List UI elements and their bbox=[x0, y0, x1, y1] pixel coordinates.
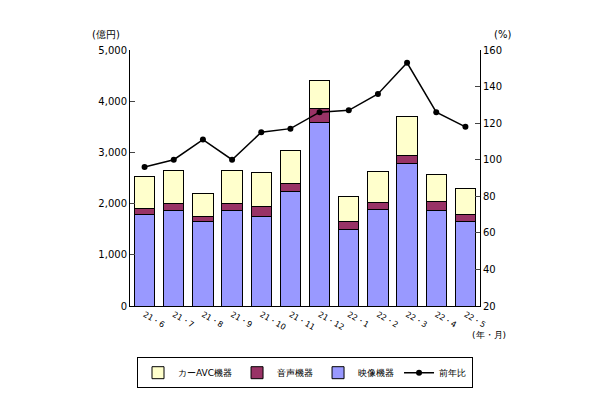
svg-text:21・12: 21・12 bbox=[317, 310, 346, 332]
svg-text:120: 120 bbox=[483, 118, 502, 129]
svg-text:22・3: 22・3 bbox=[404, 310, 429, 329]
svg-text:140: 140 bbox=[483, 81, 502, 92]
svg-text:21・10: 21・10 bbox=[258, 310, 287, 332]
svg-text:22・4: 22・4 bbox=[433, 310, 458, 329]
svg-text:1,000: 1,000 bbox=[98, 249, 127, 260]
svg-text:21・8: 21・8 bbox=[200, 310, 225, 329]
svg-text:22・1: 22・1 bbox=[346, 310, 371, 329]
svg-text:21・7: 21・7 bbox=[171, 310, 196, 329]
svg-text:21・9: 21・9 bbox=[229, 310, 254, 329]
svg-text:カーAVC機器: カーAVC機器 bbox=[178, 368, 232, 378]
svg-text:21・6: 21・6 bbox=[142, 310, 167, 329]
svg-text:100: 100 bbox=[483, 154, 502, 165]
svg-text:0: 0 bbox=[121, 301, 127, 312]
svg-text:160: 160 bbox=[483, 45, 502, 56]
svg-text:(億円): (億円) bbox=[92, 29, 120, 40]
svg-text:音声機器: 音声機器 bbox=[277, 368, 313, 378]
svg-text:20: 20 bbox=[483, 301, 496, 312]
svg-text:21・11: 21・11 bbox=[287, 310, 316, 332]
svg-text:5,000: 5,000 bbox=[98, 45, 127, 56]
svg-text:前年比: 前年比 bbox=[439, 368, 466, 378]
svg-text:60: 60 bbox=[483, 227, 496, 238]
svg-text:3,000: 3,000 bbox=[98, 147, 127, 158]
svg-text:22・2: 22・2 bbox=[375, 310, 400, 329]
svg-text:80: 80 bbox=[483, 191, 496, 202]
svg-text:40: 40 bbox=[483, 264, 496, 275]
svg-text:(年・月): (年・月) bbox=[472, 330, 506, 340]
svg-text:22・5: 22・5 bbox=[462, 310, 487, 329]
svg-text:4,000: 4,000 bbox=[98, 96, 127, 107]
svg-text:(%): (%) bbox=[494, 29, 511, 40]
svg-text:映像機器: 映像機器 bbox=[358, 368, 394, 378]
svg-text:2,000: 2,000 bbox=[98, 198, 127, 209]
